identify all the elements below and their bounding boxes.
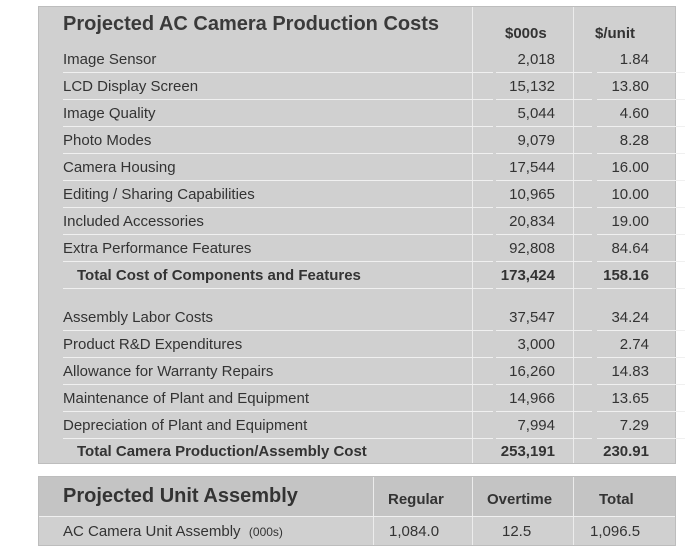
column-divider — [573, 7, 574, 463]
row-value-thousands: 253,191 — [500, 443, 555, 460]
row-value-thousands: 10,965 — [509, 186, 555, 203]
row-value-thousands: 15,132 — [509, 78, 555, 95]
table-row: Extra Performance Features 92,808 84.64 — [63, 235, 685, 262]
row-value-per-unit: 8.28 — [619, 132, 649, 149]
row-value-per-unit: 1.84 — [619, 51, 649, 68]
row-label: Maintenance of Plant and Equipment — [63, 390, 309, 407]
subtotal-row: Total Cost of Components and Features 17… — [63, 262, 685, 289]
row-label: Camera Housing — [63, 159, 176, 176]
row-value-thousands: 17,544 — [509, 159, 555, 176]
table-row: Allowance for Warranty Repairs 16,260 14… — [63, 358, 685, 385]
row-label: Extra Performance Features — [63, 240, 252, 257]
col-header-per-unit: $/unit — [595, 25, 635, 42]
row-value-per-unit: 2.74 — [619, 336, 649, 353]
row-value-thousands: 9,079 — [517, 132, 555, 149]
row-value-per-unit: 19.00 — [611, 213, 649, 230]
column-divider — [573, 477, 574, 545]
row-value-per-unit: 7.29 — [619, 417, 649, 434]
row-value-per-unit: 13.65 — [611, 390, 649, 407]
row-label: Depreciation of Plant and Equipment — [63, 417, 308, 434]
row-value-thousands: 20,834 — [509, 213, 555, 230]
row-value-thousands: 37,547 — [509, 309, 555, 326]
col-header-thousands: $000s — [505, 25, 547, 42]
production-costs-table: Projected AC Camera Production Costs $00… — [38, 6, 685, 465]
assembly-header — [39, 477, 675, 516]
assembly-total-value: 1,096.5 — [590, 523, 641, 540]
row-label: Photo Modes — [63, 132, 152, 149]
row-value-thousands: 16,260 — [509, 363, 555, 380]
row-value-per-unit: 158.16 — [603, 267, 649, 284]
row-value-per-unit: 230.91 — [603, 443, 649, 460]
row-label: Assembly Labor Costs — [63, 309, 214, 326]
table-row: Photo Modes 9,079 8.28 — [63, 127, 685, 154]
row-value-thousands: 92,808 — [509, 240, 555, 257]
row-value-thousands: 5,044 — [517, 105, 555, 122]
unit-assembly-table: Projected Unit Assembly Regular Overtime… — [38, 476, 676, 546]
col-header-total: Total — [599, 491, 634, 508]
table-row: Image Quality 5,044 4.60 — [63, 100, 685, 127]
row-label: Editing / Sharing Capabilities — [63, 186, 255, 203]
row-value-per-unit: 14.83 — [611, 363, 649, 380]
table-row: Editing / Sharing Capabilities 10,965 10… — [63, 181, 685, 208]
table-row: Assembly Labor Costs 37,547 34.24 — [63, 304, 685, 331]
assembly-overtime-value: 12.5 — [502, 523, 532, 540]
column-divider — [472, 7, 473, 463]
row-value-thousands: 3,000 — [517, 336, 555, 353]
grand-total-row: Total Camera Production/Assembly Cost 25… — [63, 438, 661, 465]
assembly-title: Projected Unit Assembly — [63, 485, 298, 507]
row-value-thousands: 14,966 — [509, 390, 555, 407]
row-label: Total Camera Production/Assembly Cost — [77, 443, 367, 460]
row-label: Total Cost of Components and Features — [77, 267, 361, 284]
table-row: Included Accessories 20,834 19.00 — [63, 208, 685, 235]
assembly-row-label: AC Camera Unit Assembly (000s) — [63, 523, 283, 540]
row-label: Included Accessories — [63, 213, 204, 230]
table-row: LCD Display Screen 15,132 13.80 — [63, 73, 685, 100]
column-divider — [472, 477, 473, 545]
col-header-overtime: Overtime — [487, 491, 553, 508]
column-divider — [373, 477, 374, 545]
row-value-thousands: 173,424 — [500, 267, 555, 284]
table-title: Projected AC Camera Production Costs — [63, 13, 440, 35]
row-label: Image Quality — [63, 105, 156, 122]
row-label: Product R&D Expenditures — [63, 336, 243, 353]
col-header-regular: Regular — [388, 491, 444, 508]
table-row: Product R&D Expenditures 3,000 2.74 — [63, 331, 685, 358]
row-value-per-unit: 34.24 — [611, 309, 649, 326]
unit-note: (000s) — [248, 525, 283, 539]
row-value-thousands: 7,994 — [517, 417, 555, 434]
row-value-per-unit: 4.60 — [619, 105, 649, 122]
row-value-per-unit: 13.80 — [611, 78, 649, 95]
table-row: Camera Housing 17,544 16.00 — [63, 154, 685, 181]
row-label: Image Sensor — [63, 51, 157, 68]
row-value-per-unit: 10.00 — [611, 186, 649, 203]
table-row: Maintenance of Plant and Equipment 14,96… — [63, 385, 685, 412]
assembly-regular-value: 1,084.0 — [389, 523, 440, 540]
row-label: Allowance for Warranty Repairs — [63, 363, 274, 380]
table-row: Image Sensor 2,018 1.84 — [63, 46, 685, 73]
row-label: LCD Display Screen — [63, 78, 199, 95]
row-value-thousands: 2,018 — [517, 51, 555, 68]
table-row: Depreciation of Plant and Equipment 7,99… — [63, 412, 685, 439]
row-value-per-unit: 84.64 — [611, 240, 649, 257]
row-value-per-unit: 16.00 — [611, 159, 649, 176]
